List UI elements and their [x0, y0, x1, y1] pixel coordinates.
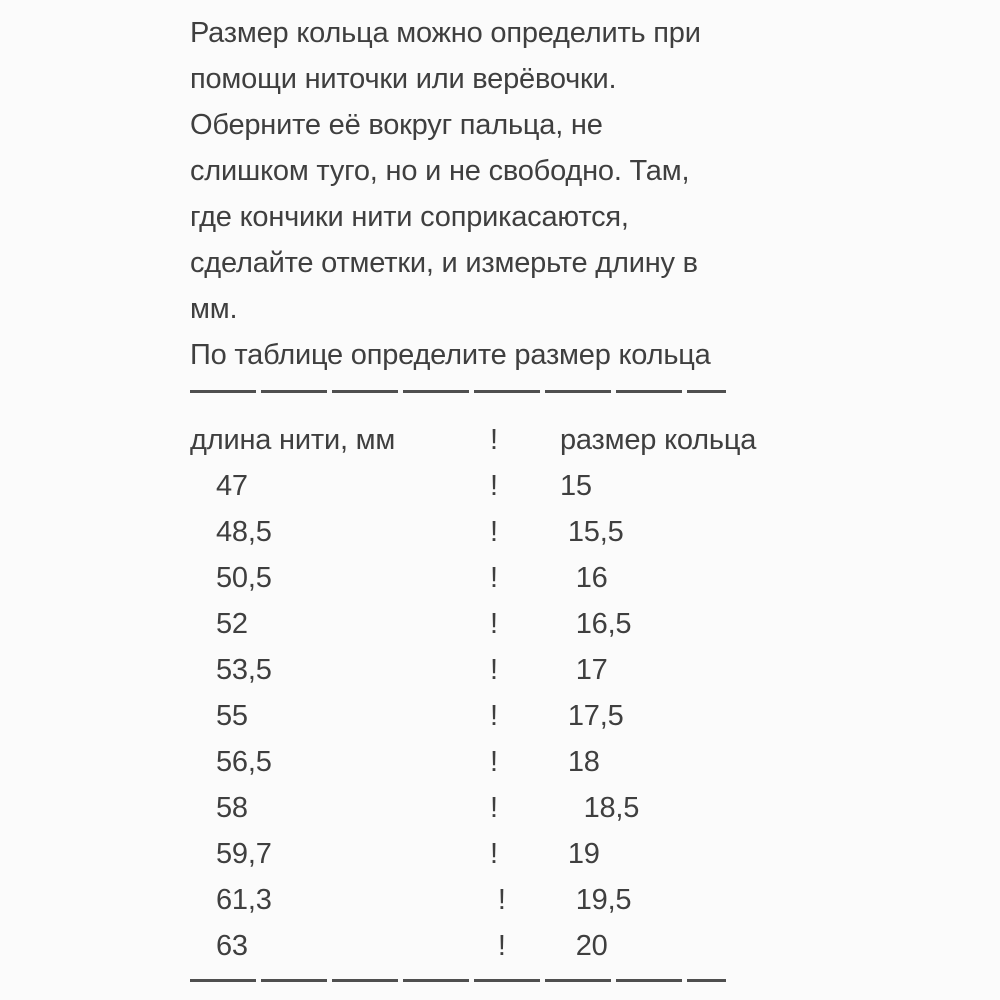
cell-thread-length: 55 — [216, 700, 248, 732]
cell-ring-size: 19 — [560, 838, 600, 870]
divider-top — [190, 390, 726, 393]
cell-ring-size: 16 — [560, 562, 608, 594]
table-row: 58 ! 18,5 — [190, 785, 1000, 831]
header-ring-size: размер кольца — [560, 424, 757, 456]
cell-ring-size: 20 — [560, 930, 608, 962]
table-header-row: длина нити, мм ! размер кольца — [190, 417, 1000, 463]
cell-thread-length: 59,7 — [216, 838, 272, 870]
cell-separator: ! — [490, 700, 498, 732]
table-row: 55 ! 17,5 — [190, 693, 1000, 739]
cell-thread-length: 48,5 — [216, 516, 272, 548]
cell-ring-size: 15 — [560, 470, 592, 502]
cell-separator: ! — [490, 930, 506, 962]
table-row: 50,5 ! 16 — [190, 555, 1000, 601]
cell-thread-length: 52 — [216, 608, 248, 640]
cell-ring-size: 18,5 — [560, 792, 640, 824]
cell-separator: ! — [490, 470, 498, 502]
instruction-line: Оберните её вокруг пальца, не — [190, 109, 603, 141]
cell-ring-size: 17 — [560, 654, 608, 686]
table-row: 52 ! 16,5 — [190, 601, 1000, 647]
cell-thread-length: 56,5 — [216, 746, 272, 778]
instruction-line: Размер кольца можно определить при — [190, 17, 701, 49]
table-row: 63 ! 20 — [190, 923, 1000, 969]
table-row: 53,5 ! 17 — [190, 647, 1000, 693]
cell-separator: ! — [490, 746, 498, 778]
cell-separator: ! — [490, 562, 498, 594]
cell-thread-length: 58 — [216, 792, 248, 824]
cell-ring-size: 19,5 — [560, 884, 632, 916]
instruction-line: где кончики нити соприкасаются, — [190, 201, 629, 233]
instruction-line: По таблице определите размер кольца — [190, 339, 711, 371]
table-row: 61,3 ! 19,5 — [190, 877, 1000, 923]
cell-thread-length: 53,5 — [216, 654, 272, 686]
instruction-line: сделайте отметки, и измерьте длину в — [190, 247, 698, 279]
cell-ring-size: 16,5 — [560, 608, 632, 640]
ring-size-table: длина нити, мм ! размер кольца 47 ! 15 4… — [190, 417, 1000, 969]
cell-ring-size: 17,5 — [560, 700, 624, 732]
cell-separator: ! — [490, 516, 498, 548]
cell-separator: ! — [490, 838, 498, 870]
table-row: 56,5 ! 18 — [190, 739, 1000, 785]
cell-thread-length: 61,3 — [216, 884, 272, 916]
cell-thread-length: 63 — [216, 930, 248, 962]
cell-thread-length: 50,5 — [216, 562, 272, 594]
table-row: 59,7 ! 19 — [190, 831, 1000, 877]
cell-ring-size: 18 — [560, 746, 600, 778]
table-row: 48,5 ! 15,5 — [190, 509, 1000, 555]
header-separator: ! — [490, 424, 498, 456]
divider-bottom — [190, 979, 726, 982]
cell-separator: ! — [490, 654, 498, 686]
instruction-line: помощи ниточки или верёвочки. — [190, 63, 617, 95]
cell-separator: ! — [490, 608, 498, 640]
cell-thread-length: 47 — [216, 470, 248, 502]
cell-separator: ! — [490, 884, 506, 916]
header-thread-length: длина нити, мм — [190, 424, 396, 456]
table-row: 47 ! 15 — [190, 463, 1000, 509]
instruction-paragraph: Размер кольца можно определить при помощи… — [190, 10, 1000, 378]
cell-ring-size: 15,5 — [560, 516, 624, 548]
instruction-line: слишком туго, но и не свободно. Там, — [190, 155, 690, 187]
cell-separator: ! — [490, 792, 498, 824]
instruction-line: мм. — [190, 293, 238, 325]
